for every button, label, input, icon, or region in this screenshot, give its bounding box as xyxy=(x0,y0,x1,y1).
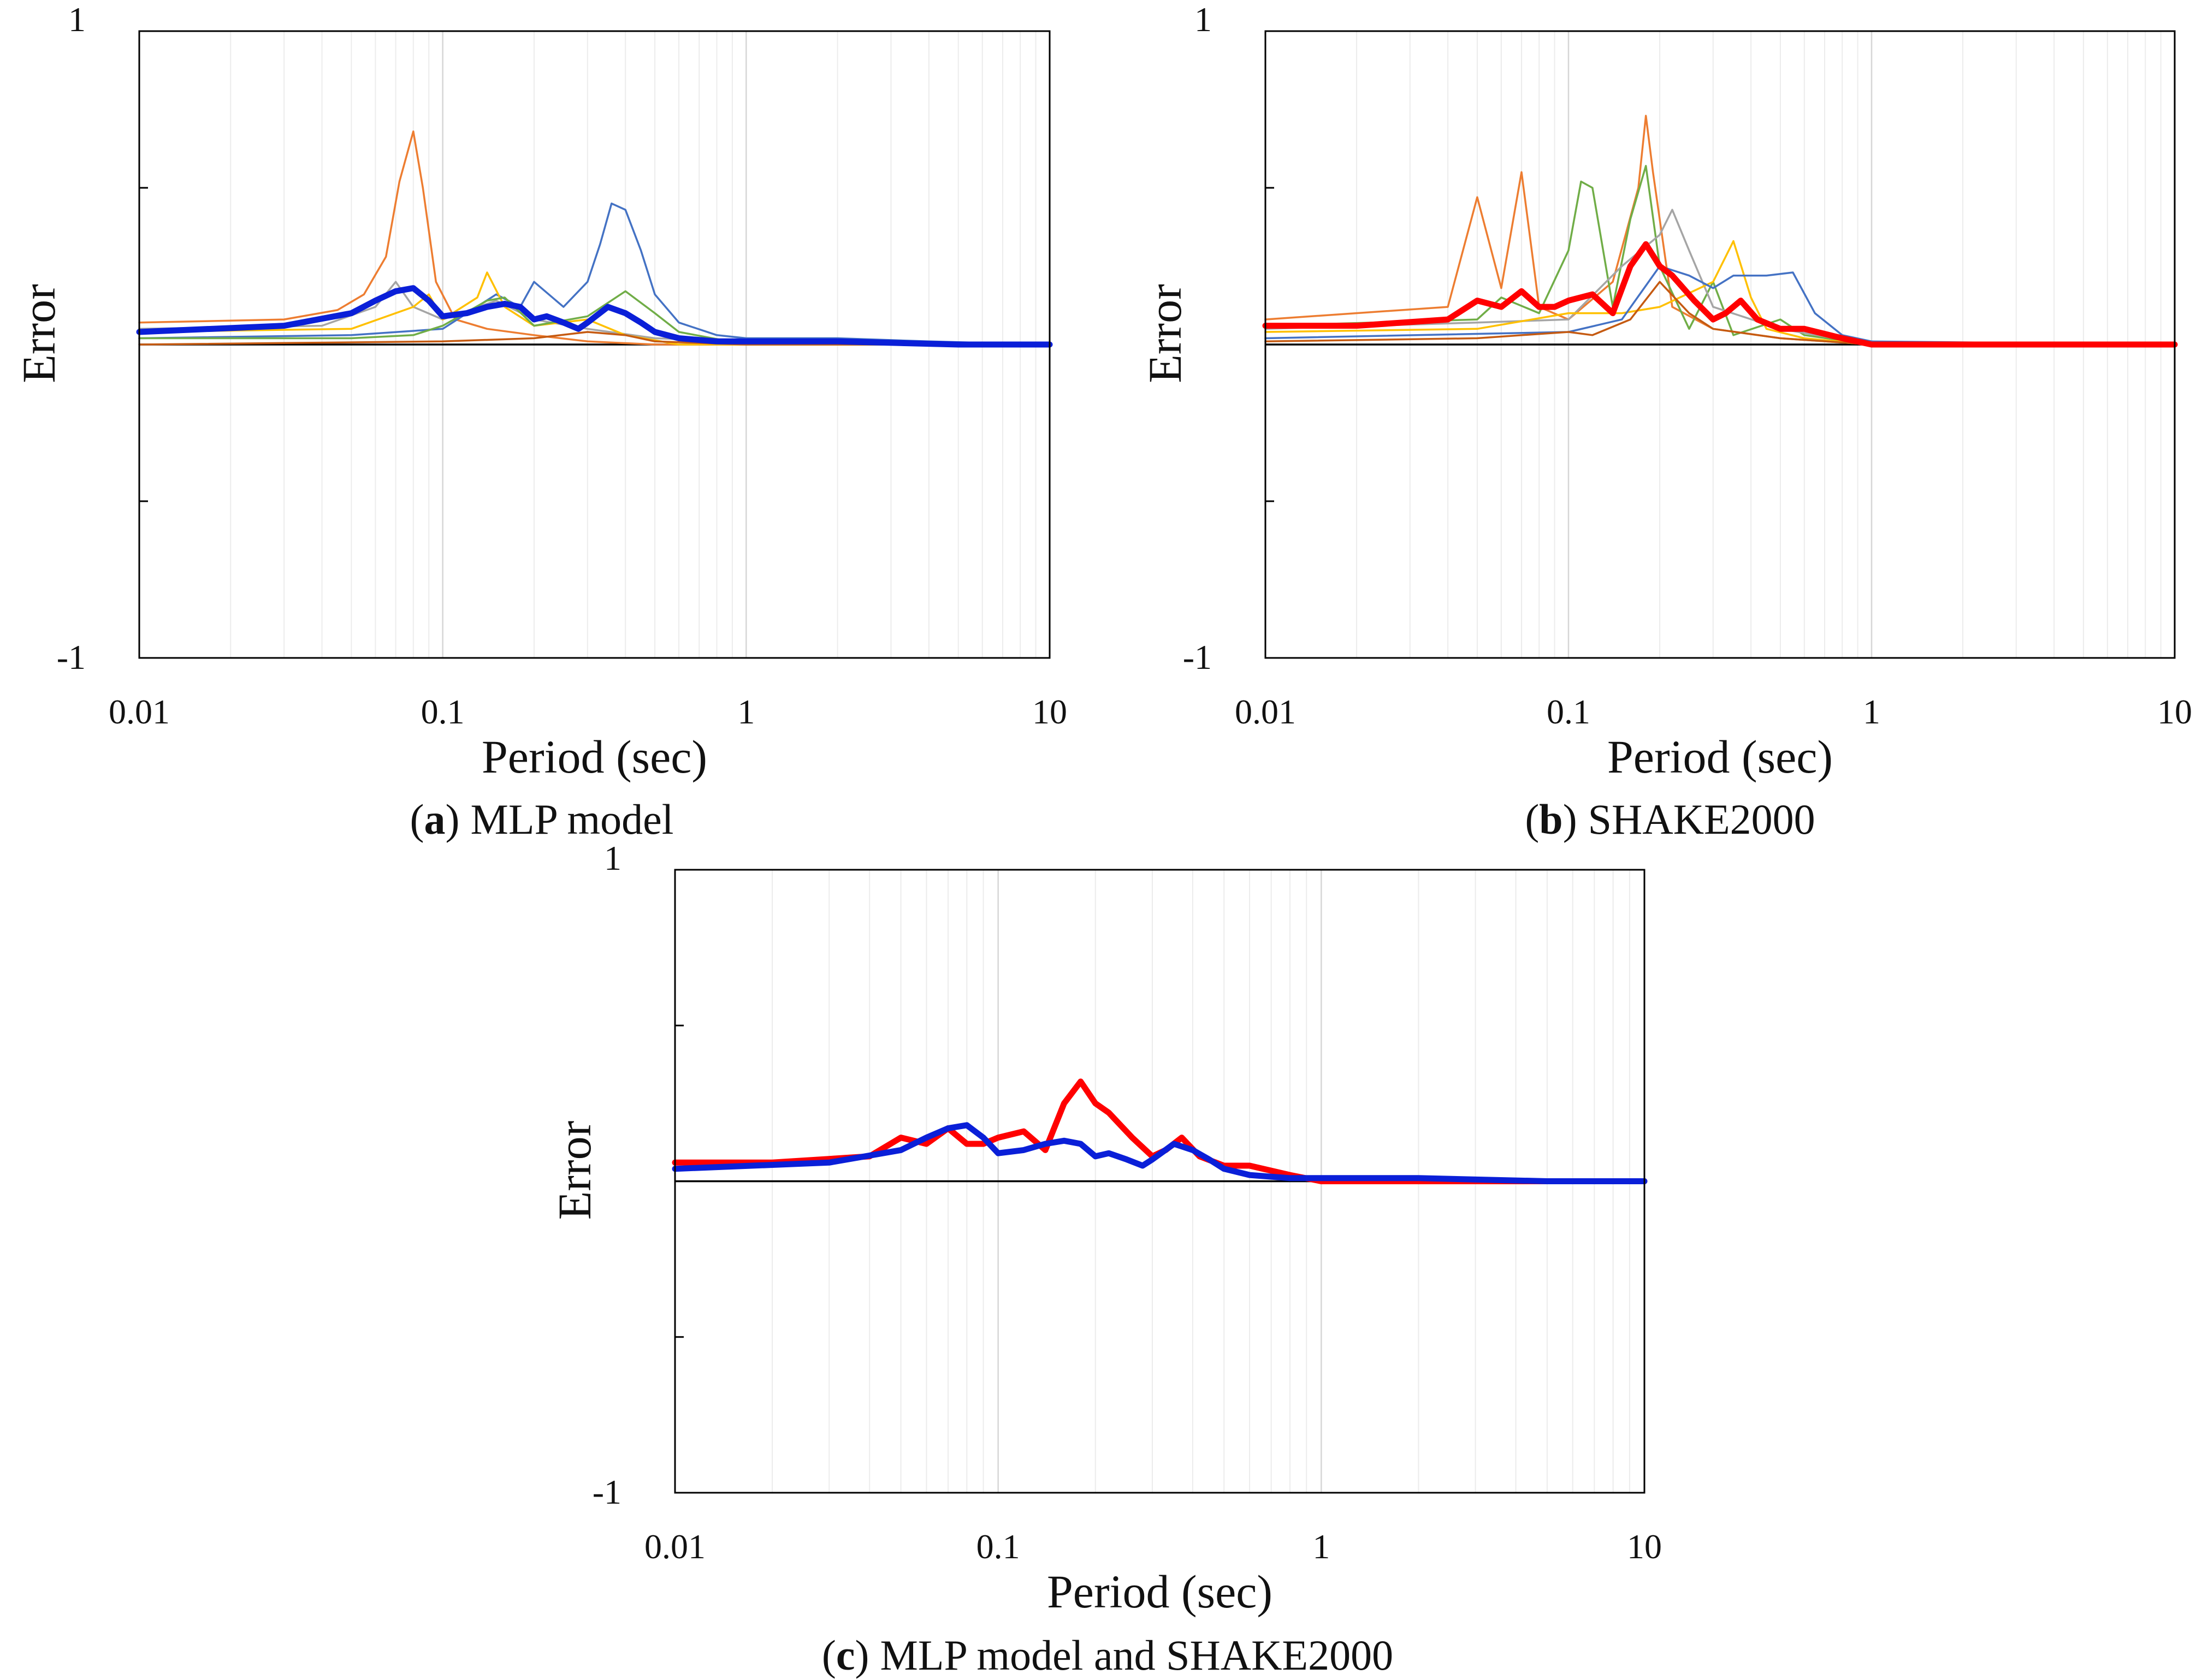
x-tick-label: 10 xyxy=(1627,1527,1662,1566)
y-tick-label: 1 xyxy=(68,0,86,39)
panel-b-caption-text: SHAKE2000 xyxy=(1588,796,1815,843)
series-line-3 xyxy=(1264,209,2176,346)
series-line-2 xyxy=(1264,165,2176,346)
x-tick-label: 10 xyxy=(2157,692,2192,731)
series-line-4 xyxy=(1264,240,2176,346)
panel-b-caption-close: ) xyxy=(1563,796,1577,843)
series-line-7 xyxy=(136,285,1053,348)
series-line-1 xyxy=(138,130,1051,346)
panel-b-caption-letter: b xyxy=(1539,796,1562,843)
series-line-5 xyxy=(138,290,1051,346)
panel-a-caption-text: MLP model xyxy=(471,796,674,843)
panel-b-plot-frame xyxy=(1264,30,2176,659)
panel-c-caption-open: ( xyxy=(822,1631,836,1679)
panel-c-y-ticks xyxy=(675,869,684,1494)
panel-a-y-axis-label: Error xyxy=(13,284,65,383)
series-line-2 xyxy=(672,1122,1648,1184)
x-tick-label: 0.1 xyxy=(1547,692,1590,731)
panel-b-y-ticks xyxy=(1265,30,1274,659)
series-line-5 xyxy=(1264,265,2176,346)
x-tick-label: 0.01 xyxy=(1235,692,1296,731)
panel-b-series xyxy=(1262,115,2178,348)
panel-b-chart: 0.01 0.1 1 10 1 -1 Error Period (sec) (b) SHAK… xyxy=(1139,0,2192,843)
x-tick-label: 1 xyxy=(1312,1527,1330,1566)
y-tick-label: 1 xyxy=(1194,0,1212,39)
x-tick-label: 0.01 xyxy=(109,692,170,731)
panel-c-caption-letter: c xyxy=(836,1631,855,1679)
panel-a-x-axis-label: Period (sec) xyxy=(482,731,707,783)
panel-a-chart: 0.01 0.1 1 10 1 -1 Error Period (sec) (a) MLP … xyxy=(13,0,1067,843)
x-tick-label: 0.1 xyxy=(421,692,465,731)
panel-b-x-axis-label: Period (sec) xyxy=(1607,731,1833,783)
panel-a-caption-letter: a xyxy=(424,796,446,843)
series-line-2 xyxy=(138,202,1051,346)
y-tick-label: 1 xyxy=(604,839,621,877)
panel-a-caption: (a) MLP model xyxy=(410,796,674,843)
panel-a-plot-frame xyxy=(138,30,1051,659)
panel-c-caption-close: ) xyxy=(855,1631,869,1679)
panel-b-y-axis-label: Error xyxy=(1139,284,1191,383)
series-line-6 xyxy=(1264,281,2176,346)
panel-c-y-axis-label: Error xyxy=(548,1121,601,1220)
series-line-7 xyxy=(1262,241,2178,348)
panel-a-series xyxy=(136,130,1053,348)
panel-a-tick-labels: 0.01 0.1 1 10 1 -1 xyxy=(57,0,1067,731)
series-line-1 xyxy=(1264,115,2176,346)
x-tick-label: 10 xyxy=(1032,692,1067,731)
x-tick-label: 0.1 xyxy=(976,1527,1020,1566)
x-tick-label: 1 xyxy=(1863,692,1880,731)
panel-a-caption-close: ) xyxy=(446,796,460,843)
panel-c-plot-frame xyxy=(674,869,1645,1494)
y-tick-label: -1 xyxy=(1183,638,1212,676)
panel-c-tick-labels: 0.01 0.1 1 10 1 -1 xyxy=(593,839,1662,1566)
panel-a-caption-open: ( xyxy=(410,796,424,843)
series-line-1 xyxy=(672,1078,1648,1184)
panel-c-caption-text: MLP model and SHAKE2000 xyxy=(880,1631,1394,1679)
panel-c-caption: (c) MLP model and SHAKE2000 xyxy=(822,1631,1393,1679)
series-line-4 xyxy=(138,271,1051,346)
series-line-3 xyxy=(138,281,1051,346)
y-tick-label: -1 xyxy=(57,638,86,676)
panel-c-series xyxy=(672,1078,1648,1184)
panel-c-x-axis-label: Period (sec) xyxy=(1047,1565,1272,1618)
panel-b-caption-open: ( xyxy=(1525,796,1539,843)
panel-b-caption: (b) SHAKE2000 xyxy=(1525,796,1815,843)
x-tick-label: 0.01 xyxy=(644,1527,706,1566)
panel-c-chart: 0.01 0.1 1 10 1 -1 Error Period (sec) (c) MLP … xyxy=(548,839,1662,1679)
x-tick-label: 1 xyxy=(737,692,755,731)
y-tick-label: -1 xyxy=(593,1473,621,1511)
panel-b-tick-labels: 0.01 0.1 1 10 1 -1 xyxy=(1183,0,2192,731)
